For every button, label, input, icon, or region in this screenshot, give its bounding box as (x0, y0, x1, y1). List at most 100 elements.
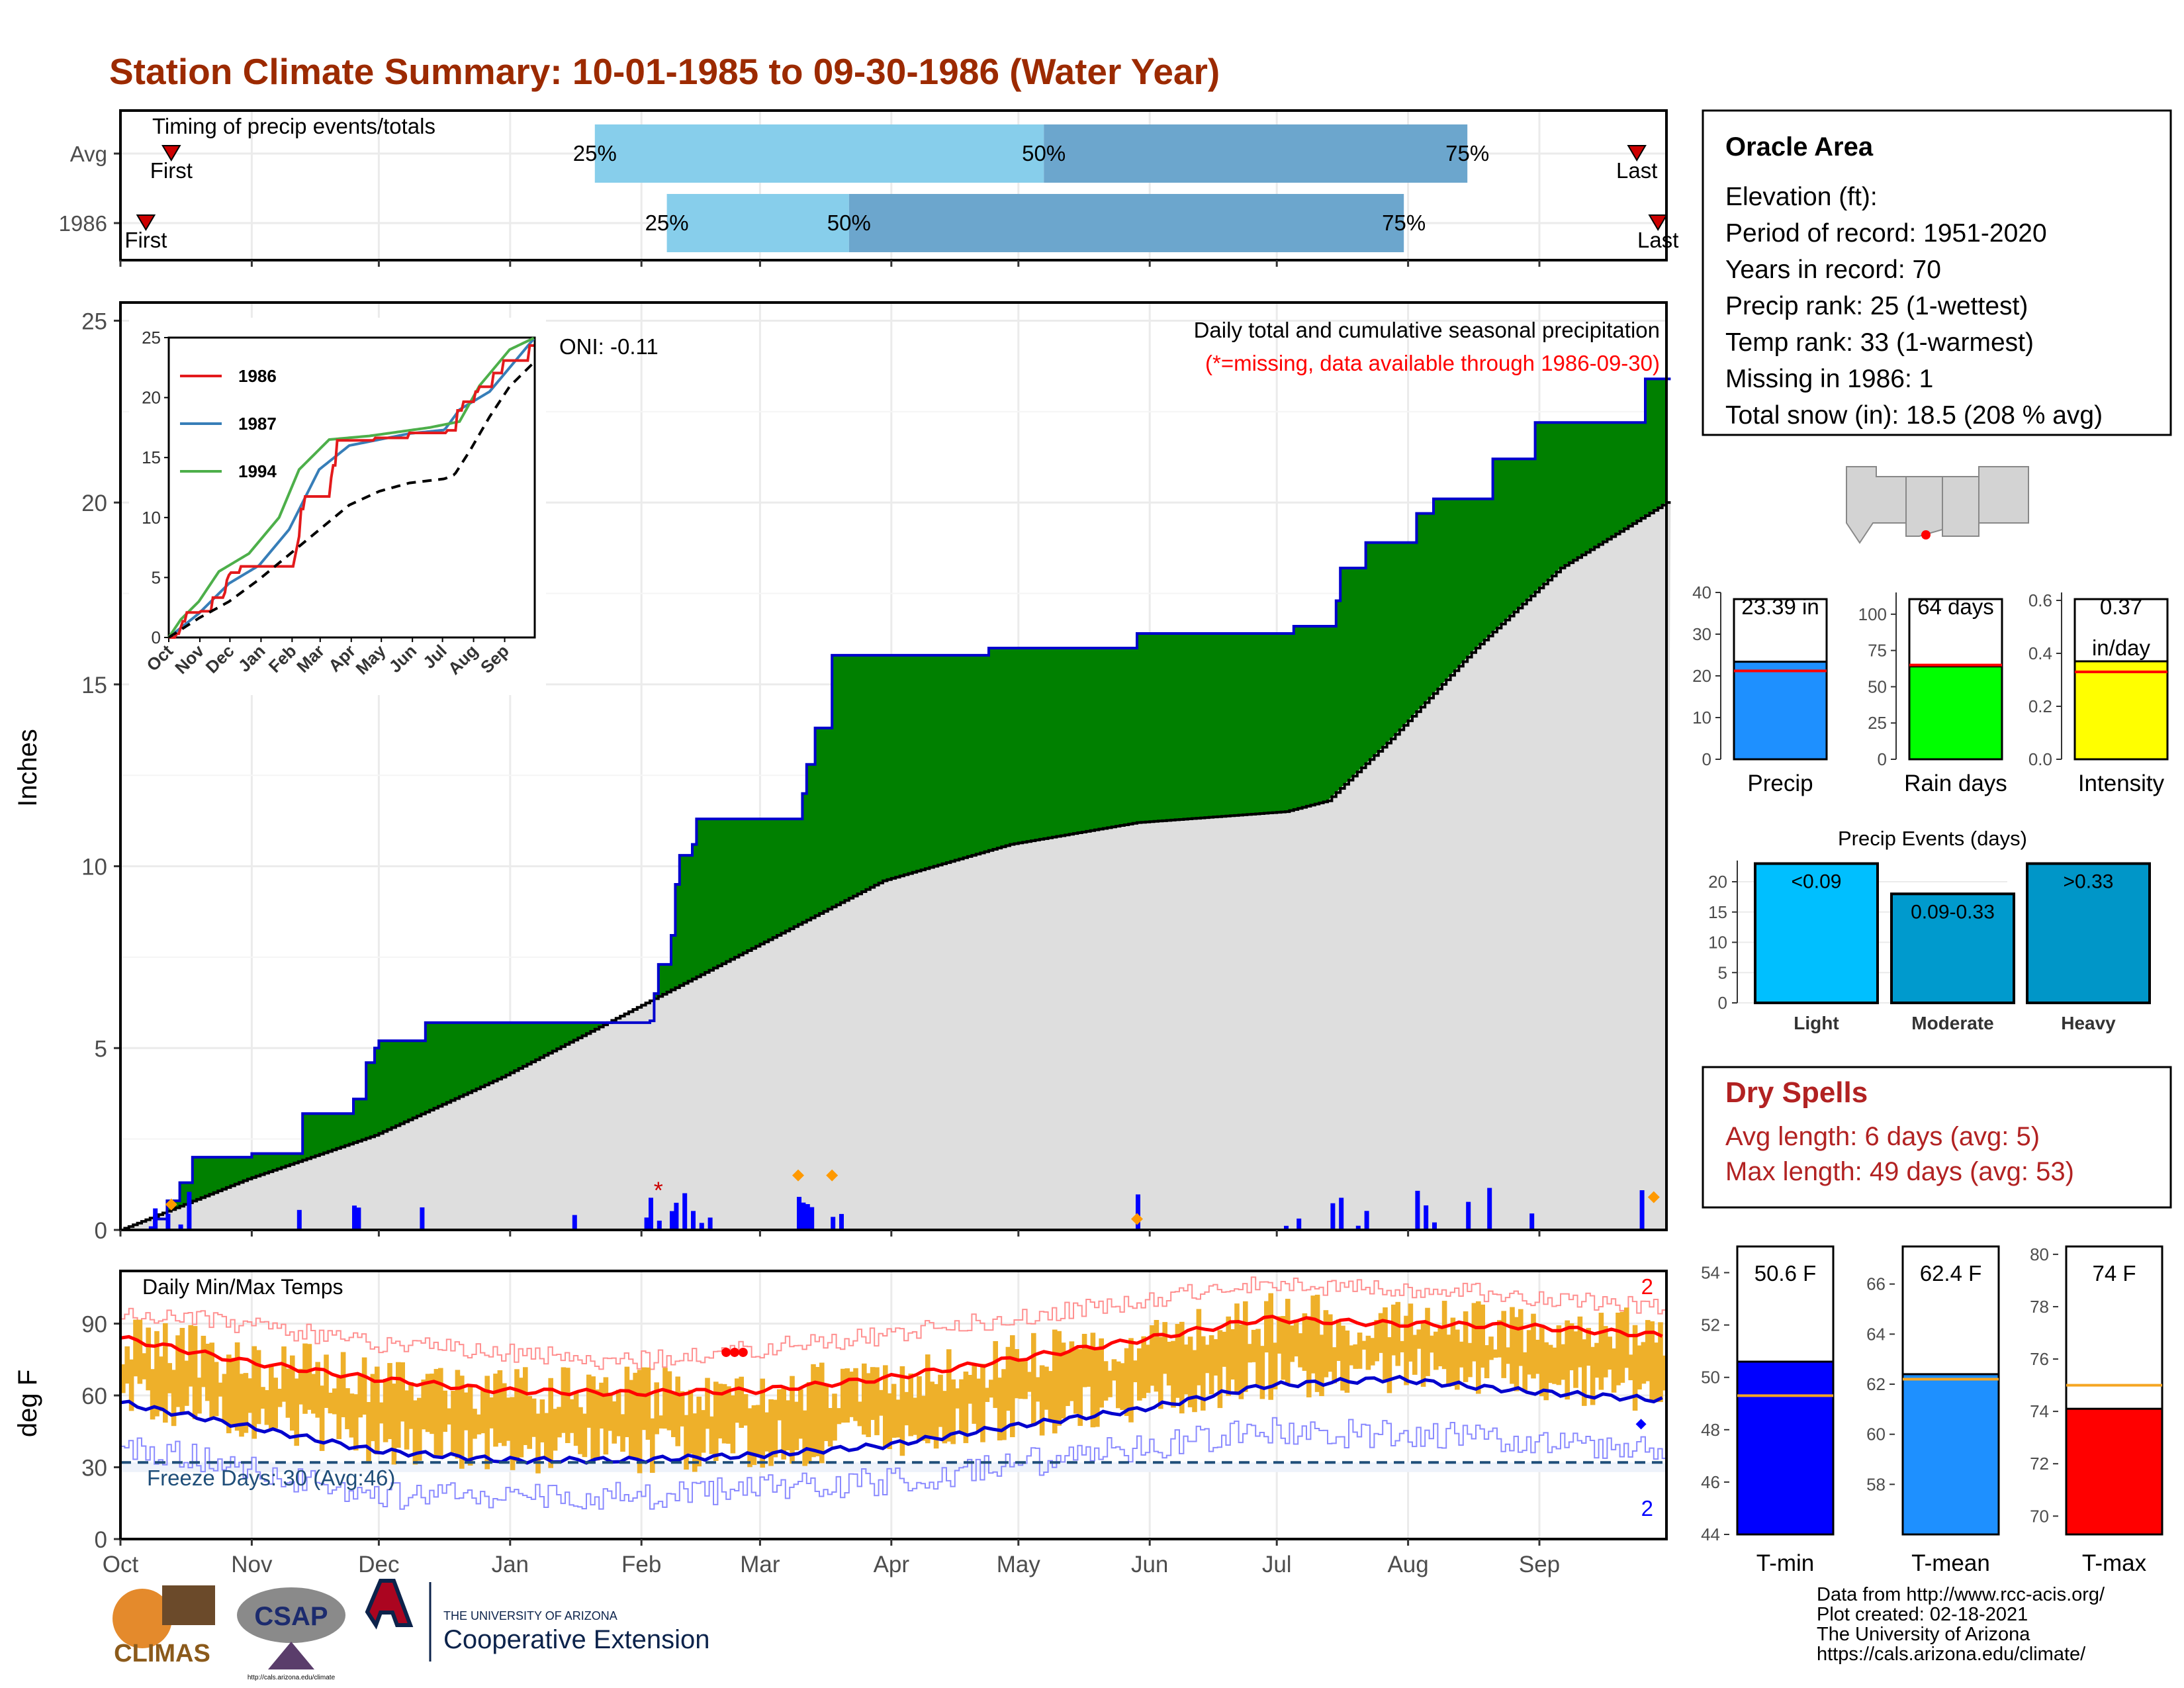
daily-temp-bar (1150, 1325, 1155, 1386)
daily-temp-bar (175, 1335, 181, 1407)
precip-y-tick-label: 5 (95, 1036, 107, 1062)
daily-temp-bar (1340, 1325, 1345, 1391)
daily-temp-bar (1226, 1316, 1231, 1396)
daily-temp-bar (417, 1397, 422, 1461)
daily-temp-bar (1103, 1361, 1109, 1401)
daily-precip-bar (805, 1203, 810, 1230)
daily-temp-bar (1510, 1307, 1515, 1384)
events-y-tick-label: 5 (1718, 962, 1727, 982)
daily-temp-bar (692, 1413, 698, 1472)
daily-temp-bar (942, 1391, 948, 1444)
daily-temp-bar (1649, 1321, 1655, 1402)
daily-temp-bar (1289, 1325, 1295, 1362)
daily-temp-bar (1179, 1321, 1185, 1414)
timing-bar-25-50 (594, 124, 1044, 183)
daily-temp-bar (1526, 1330, 1532, 1375)
daily-temp-bar (743, 1394, 749, 1426)
freeze-days-label: Freeze Days: 30 (Avg:46) (147, 1466, 395, 1490)
daily-temp-bar (120, 1364, 126, 1393)
daily-precip-bar (1364, 1211, 1369, 1230)
daily-temp-bar (662, 1368, 668, 1429)
daily-temp-bar (1577, 1316, 1583, 1368)
daily-temp-bar (1632, 1325, 1638, 1411)
daily-temp-bar (1535, 1339, 1541, 1374)
daily-temp-bar (128, 1359, 134, 1411)
daily-temp-bar (1259, 1346, 1265, 1399)
inset-y-tick-label: 10 (142, 508, 161, 528)
event-category-label: Light (1794, 1013, 1839, 1033)
daily-temp-bar (1048, 1371, 1054, 1422)
daily-temp-bar (539, 1399, 545, 1442)
daily-temp-bar (1463, 1311, 1469, 1382)
daily-temp-bar (1026, 1372, 1032, 1392)
daily-temp-bar (629, 1380, 634, 1458)
daily-temp-bar (531, 1398, 537, 1437)
daily-temp-bar (1116, 1361, 1121, 1409)
daily-temp-bar (582, 1413, 588, 1458)
event-category-label: Heavy (2061, 1013, 2116, 1033)
daily-temp-bar (573, 1391, 579, 1446)
info-line: Missing in 1986: 1 (1725, 365, 1933, 393)
daily-temp-bar (472, 1409, 477, 1439)
daily-temp-bar (306, 1344, 312, 1410)
info-line: Precip rank: 25 (1-wettest) (1725, 292, 2028, 320)
daily-temp-bar (590, 1376, 596, 1464)
daily-temp-bar (349, 1393, 355, 1438)
stat-y-tick-label: 50 (1868, 677, 1887, 696)
temp-stat-y-tick-label: 76 (2030, 1349, 2049, 1369)
daily-precip-bar (352, 1205, 357, 1230)
daily-temp-bar (1653, 1342, 1659, 1403)
stat-bar (2073, 660, 2169, 761)
temp-y-tick-label: 30 (81, 1456, 107, 1481)
daily-temp-bar (1272, 1342, 1278, 1389)
precipitation-panel: 0 5 10 15 20 25 * Daily total and cumulative se… (13, 301, 1671, 1244)
daily-temp-bar (1251, 1329, 1257, 1362)
daily-temp-bar (400, 1362, 405, 1422)
daily-temp-bar (1141, 1336, 1146, 1399)
daily-precip-bar (187, 1192, 192, 1230)
temp-stat-bar (2065, 1407, 2163, 1536)
daily-temp-bar (446, 1408, 452, 1425)
daily-temp-bar (603, 1377, 609, 1455)
daily-temp-bar (425, 1374, 431, 1432)
daily-temp-bar (124, 1346, 130, 1384)
timing-25-label: 25% (573, 141, 617, 165)
daily-temp-bar (815, 1367, 821, 1456)
daily-temp-bar (1201, 1336, 1206, 1411)
dry-spells-avg: Avg length: 6 days (avg: 5) (1725, 1122, 2040, 1151)
daily-temp-bar (1044, 1366, 1049, 1410)
daily-temp-bar (594, 1389, 600, 1461)
daily-temp-bar (281, 1346, 287, 1402)
csap-cloud-icon (237, 1587, 345, 1643)
daily-temp-bar (273, 1378, 278, 1429)
daily-temp-bar (1488, 1336, 1494, 1360)
inset-legend-label: 1987 (238, 414, 277, 434)
footer-line: Plot created: 02-18-2021 (1817, 1604, 2028, 1625)
daily-temp-bar (1378, 1313, 1384, 1353)
daily-temp-bar (1412, 1335, 1418, 1375)
daily-temp-bar (442, 1390, 447, 1432)
stat-value-label-2: in/day (2092, 635, 2151, 660)
inset-y-tick-label: 15 (142, 447, 161, 467)
daily-temp-bar (192, 1326, 198, 1419)
first-marker-icon (161, 145, 181, 162)
daily-precip-bar (644, 1217, 649, 1230)
daily-temp-bar (823, 1385, 829, 1441)
daily-temp-bar (345, 1388, 350, 1430)
daily-temp-bar (1539, 1327, 1545, 1397)
daily-temp-bar (739, 1376, 744, 1429)
daily-temp-bar (1336, 1319, 1342, 1361)
info-box (1702, 109, 2172, 436)
daily-temp-bar (1598, 1313, 1604, 1390)
daily-temp-bar (1314, 1294, 1320, 1392)
daily-temp-bar (713, 1382, 719, 1461)
daily-temp-bar (1433, 1331, 1439, 1370)
precip-y-tick-label: 20 (81, 491, 107, 516)
daily-temp-bar (209, 1342, 214, 1419)
events-y-tick-label: 20 (1708, 872, 1727, 892)
temp-y-tick-label: 0 (95, 1527, 107, 1553)
daily-temp-bar (396, 1362, 401, 1448)
stat-y-tick-label: 0.6 (2028, 590, 2052, 610)
daily-temp-bar (1205, 1344, 1210, 1374)
events-y-tick-label: 15 (1708, 902, 1727, 922)
